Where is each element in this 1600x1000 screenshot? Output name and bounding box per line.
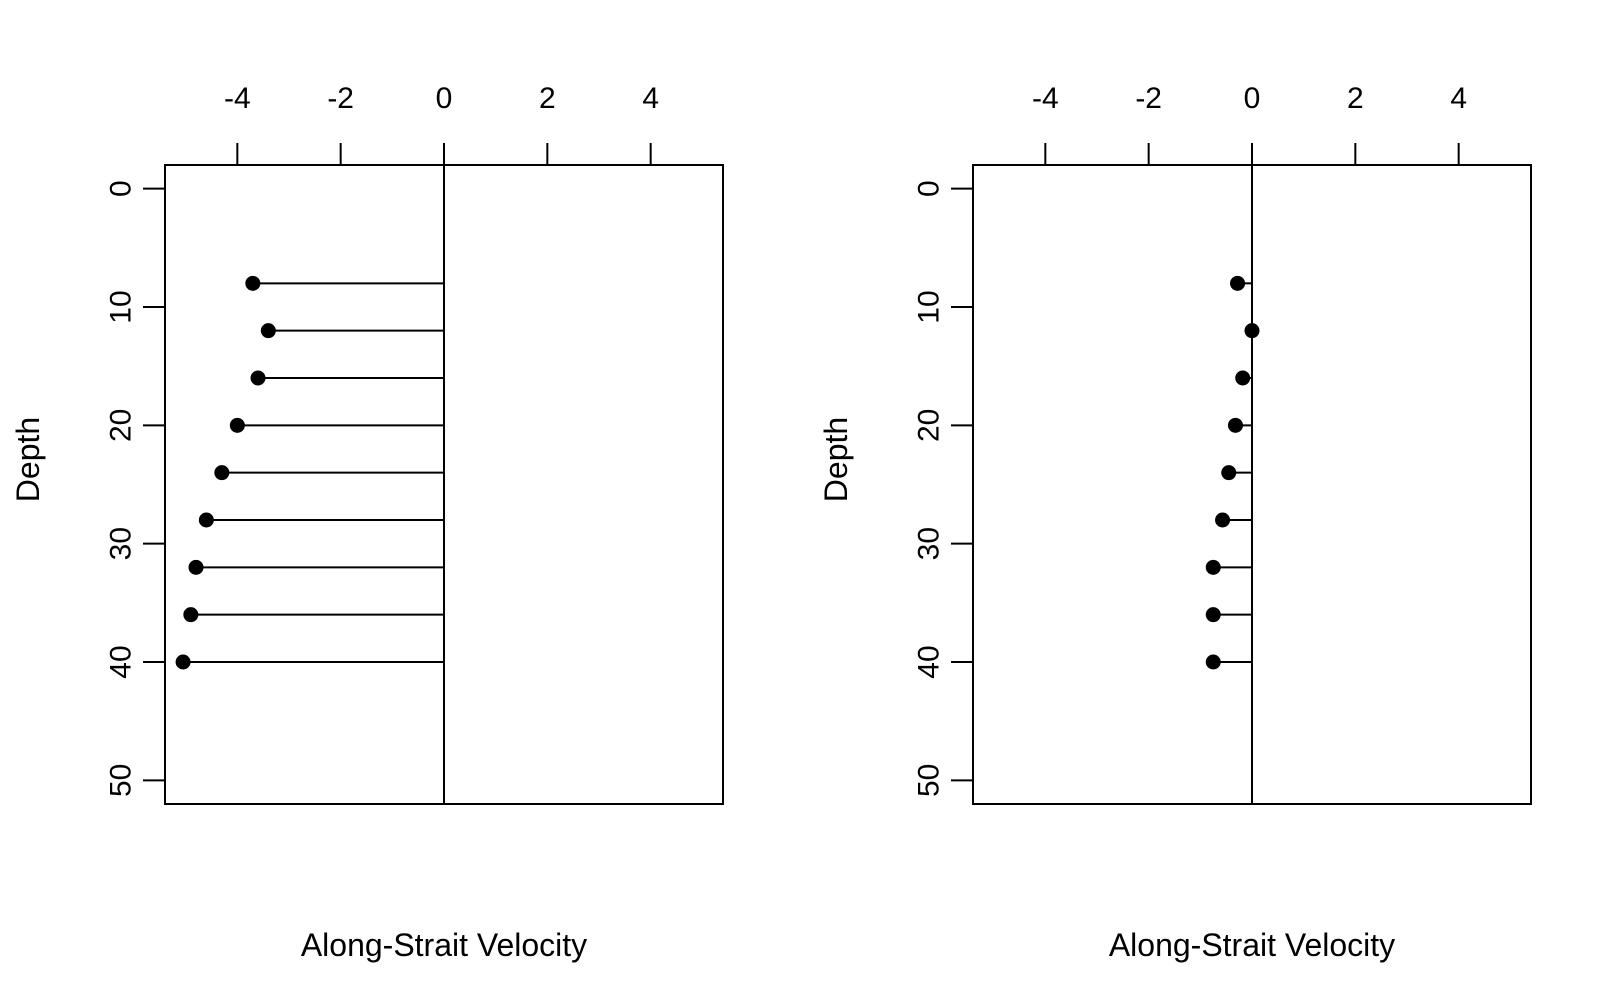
left-data-point (250, 370, 266, 386)
right-x-axis-title: Along-Strait Velocity (1109, 927, 1395, 963)
right-x-tick-label: -4 (1032, 82, 1059, 115)
right-data-point (1230, 275, 1246, 291)
right-y-tick-label: 40 (913, 645, 946, 678)
left-chart-panel: -4 -2 0 2 4 0 10 20 30 40 50 Along-Strait Velocit… (10, 82, 724, 963)
right-data-point (1244, 323, 1260, 339)
left-y-tick-label: 10 (105, 290, 138, 323)
left-data-point (245, 275, 261, 291)
right-data-point (1235, 370, 1251, 386)
left-x-tick-label: 0 (436, 82, 453, 115)
left-x-axis: -4 -2 0 2 4 (224, 82, 659, 165)
left-data-marks (175, 275, 444, 670)
right-data-marks (1205, 275, 1260, 670)
right-y-tick-label: 0 (913, 180, 946, 197)
left-data-point (214, 465, 230, 481)
right-x-axis: -4 -2 0 2 4 (1032, 82, 1467, 165)
right-data-point (1215, 512, 1231, 528)
left-data-point (260, 323, 276, 339)
left-data-point (229, 417, 245, 433)
left-y-tick-label: 0 (105, 180, 138, 197)
right-x-tick-label: 4 (1450, 82, 1467, 115)
left-data-point (198, 512, 214, 528)
right-chart-panel: -4 -2 0 2 4 0 10 20 30 40 50 Along-Strait Velocit… (818, 82, 1532, 963)
left-y-tick-label: 40 (105, 645, 138, 678)
left-data-point (188, 559, 204, 575)
right-data-point (1205, 607, 1221, 623)
right-y-tick-label: 10 (913, 290, 946, 323)
right-x-tick-label: -2 (1135, 82, 1162, 115)
right-y-axis-title: Depth (818, 417, 854, 502)
left-data-point (175, 654, 191, 670)
right-y-axis: 0 10 20 30 40 50 (913, 180, 973, 797)
left-y-axis-title: Depth (10, 417, 46, 502)
right-y-tick-label: 20 (913, 409, 946, 442)
right-x-tick-label: 0 (1244, 82, 1261, 115)
left-y-axis: 0 10 20 30 40 50 (105, 180, 165, 797)
left-x-tick-label: -2 (327, 82, 354, 115)
right-data-point (1205, 654, 1221, 670)
right-data-point (1227, 417, 1243, 433)
left-data-point (183, 607, 199, 623)
left-x-axis-title: Along-Strait Velocity (301, 927, 587, 963)
left-x-tick-label: -4 (224, 82, 251, 115)
left-y-tick-label: 30 (105, 527, 138, 560)
left-y-tick-label: 20 (105, 409, 138, 442)
right-data-point (1221, 465, 1237, 481)
left-x-tick-label: 4 (642, 82, 659, 115)
right-y-tick-label: 30 (913, 527, 946, 560)
right-x-tick-label: 2 (1347, 82, 1364, 115)
right-data-point (1205, 559, 1221, 575)
left-x-tick-label: 2 (539, 82, 556, 115)
left-y-tick-label: 50 (105, 764, 138, 797)
right-y-tick-label: 50 (913, 764, 946, 797)
